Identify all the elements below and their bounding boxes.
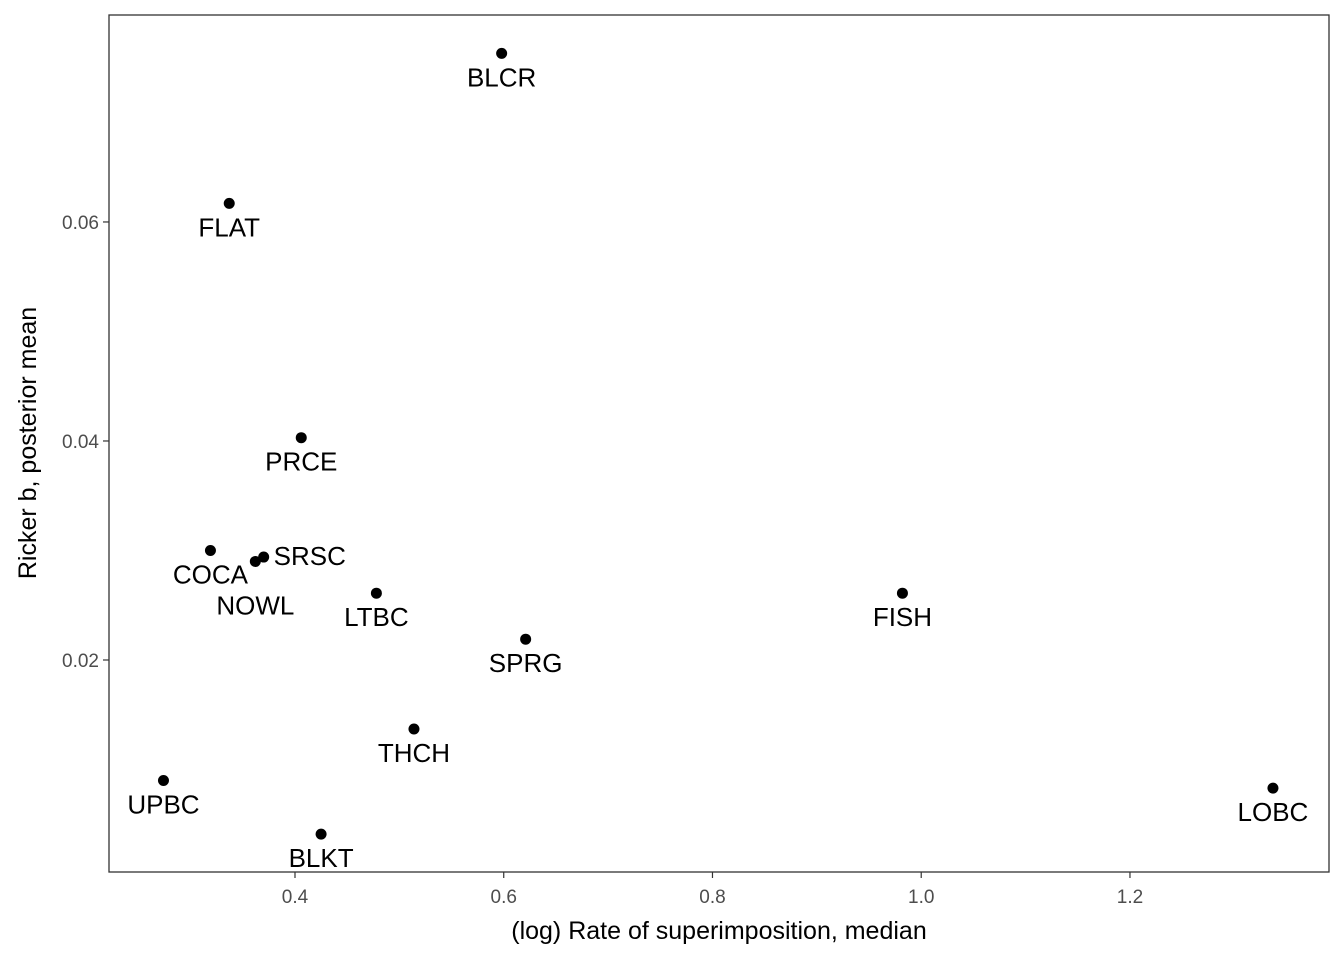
point-label-upbc: UPBC	[127, 789, 199, 819]
point-label-ltbc: LTBC	[344, 602, 409, 632]
y-tick-label: 0.06	[62, 213, 99, 234]
data-point-srsc	[258, 551, 270, 563]
data-point-lobc	[1267, 782, 1279, 794]
point-label-fish: FISH	[873, 602, 932, 632]
data-point-blcr	[496, 47, 508, 59]
data-point-nowl	[249, 555, 261, 567]
data-point-coca	[204, 544, 216, 556]
point-label-lobc: LOBC	[1238, 797, 1309, 827]
data-point-prce	[295, 432, 307, 444]
x-axis-label: (log) Rate of superimposition, median	[511, 917, 926, 945]
point-label-thch: THCH	[378, 738, 450, 768]
y-tick-label: 0.02	[62, 651, 99, 672]
point-label-srsc: SRSC	[274, 541, 346, 571]
point-label-nowl: NOWL	[216, 590, 294, 620]
plot-panel	[108, 14, 1330, 873]
point-label-flat: FLAT	[198, 212, 260, 242]
x-tick-label: 0.6	[491, 887, 517, 908]
x-tick-label: 1.2	[1117, 887, 1143, 908]
x-tick-label: 0.4	[282, 887, 309, 908]
point-label-blcr: BLCR	[467, 62, 536, 92]
y-tick-label: 0.04	[62, 432, 99, 453]
y-axis-label: Ricker b, posterior mean	[14, 307, 42, 579]
data-point-flat	[223, 197, 235, 209]
data-point-sprg	[520, 633, 532, 645]
data-point-blkt	[315, 828, 327, 840]
point-label-prce: PRCE	[265, 447, 337, 477]
data-point-thch	[408, 723, 420, 735]
x-tick-label: 0.8	[699, 887, 725, 908]
data-point-ltbc	[370, 587, 382, 599]
data-point-upbc	[157, 774, 169, 786]
data-point-fish	[896, 587, 908, 599]
point-label-blkt: BLKT	[289, 843, 354, 873]
point-label-coca: COCA	[173, 559, 249, 589]
x-tick-label: 1.0	[908, 887, 934, 908]
point-label-sprg: SPRG	[489, 648, 563, 678]
